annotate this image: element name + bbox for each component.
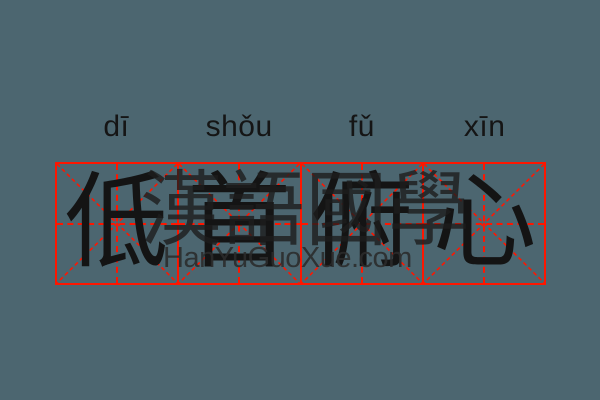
mizi-cell-1	[57, 164, 180, 283]
cell-1-midline-vertical	[116, 164, 119, 283]
mizi-cell-3	[301, 164, 424, 283]
pinyin-row: dī shǒu fǔ xīn	[55, 103, 546, 151]
pinyin-item-4: xīn	[463, 110, 506, 143]
pinyin-item-2: shǒu	[205, 110, 273, 143]
mizi-cell-4	[423, 164, 544, 283]
cell-2-midline-vertical	[238, 164, 241, 283]
pinyin-item-3: fǔ	[348, 110, 375, 143]
mizi-cell-2	[179, 164, 302, 283]
pinyin-item-1: dī	[103, 110, 130, 143]
mizi-grid	[55, 162, 546, 285]
cell-3-midline-vertical	[360, 164, 363, 283]
cell-4-midline-vertical	[482, 164, 485, 283]
